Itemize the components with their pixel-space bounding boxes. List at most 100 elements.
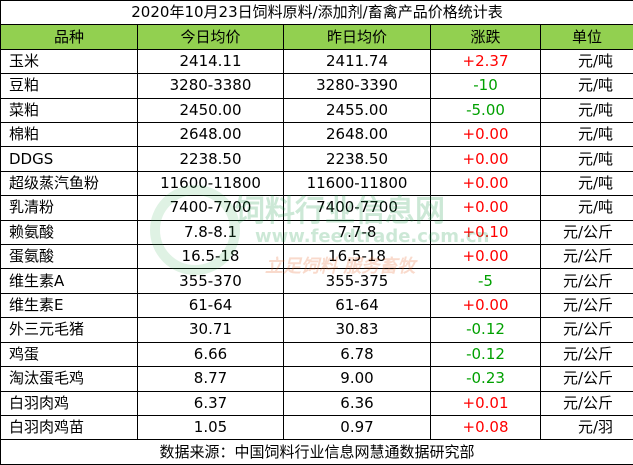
unit-cell: 元/公斤 [539, 219, 633, 246]
change-cell: -5.00 [430, 97, 541, 124]
price-cell: 3280-3390 [283, 73, 431, 99]
unit-cell: 元/吨 [539, 122, 633, 148]
price-cell: 2648.00 [283, 122, 431, 148]
change-cell: -0.23 [430, 366, 541, 392]
price-cell: 30.71 [137, 317, 284, 343]
item-cell: 维生素E [0, 292, 138, 319]
unit-cell: 元/公斤 [539, 292, 633, 319]
unit-cell: 元/吨 [539, 146, 633, 172]
price-cell: 11600-11800 [283, 170, 431, 197]
price-cell: 30.83 [283, 317, 431, 343]
data-row: 乳清粉 7400-7700 7400-7700 +0.00 元/吨 [0, 195, 633, 221]
change-cell: +0.00 [430, 195, 541, 221]
data-row: 鸡蛋 6.66 6.78 -0.12 元/公斤 [0, 341, 633, 368]
header-cell: 涨跌 [430, 24, 541, 50]
price-cell: 6.66 [137, 341, 284, 368]
item-cell: 蛋氨酸 [0, 244, 138, 270]
price-cell: 3280-3380 [137, 73, 284, 99]
data-row: 菜粕 2450.00 2455.00 -5.00 元/吨 [0, 97, 633, 124]
data-row: 棉粕 2648.00 2648.00 +0.00 元/吨 [0, 122, 633, 148]
change-cell: +0.00 [430, 122, 541, 148]
unit-cell: 元/公斤 [539, 244, 633, 270]
price-cell: 61-64 [137, 292, 284, 319]
price-cell: 9.00 [283, 366, 431, 392]
data-row: 赖氨酸 7.8-8.1 7.7-8 +0.10 元/公斤 [0, 219, 633, 246]
unit-cell: 元/羽 [539, 414, 633, 441]
item-cell: 外三元毛猪 [0, 317, 138, 343]
price-cell: 2648.00 [137, 122, 284, 148]
item-cell: DDGS [0, 146, 138, 172]
unit-cell: 元/公斤 [539, 341, 633, 368]
data-row: 超级蒸汽鱼粉 11600-11800 11600-11800 +0.00 元/吨 [0, 170, 633, 197]
data-row: 白羽肉鸡苗 1.05 0.97 +0.08 元/羽 [0, 414, 633, 441]
price-cell: 61-64 [283, 292, 431, 319]
price-cell: 6.36 [283, 390, 431, 416]
data-row: 白羽肉鸡 6.37 6.36 +0.01 元/公斤 [0, 390, 633, 416]
unit-cell: 元/吨 [539, 170, 633, 197]
price-cell: 6.78 [283, 341, 431, 368]
item-cell: 棉粕 [0, 122, 138, 148]
header-cell: 昨日均价 [283, 24, 431, 50]
price-cell: 2414.11 [137, 48, 284, 75]
item-cell: 豆粕 [0, 73, 138, 99]
table-title: 2020年10月23日饲料原料/添加剂/畜禽产品价格统计表 [0, 0, 633, 26]
price-cell: 0.97 [283, 414, 431, 441]
item-cell: 菜粕 [0, 97, 138, 124]
unit-cell: 元/吨 [539, 73, 633, 99]
price-cell: 2450.00 [137, 97, 284, 124]
unit-cell: 元/公斤 [539, 366, 633, 392]
price-cell: 6.37 [137, 390, 284, 416]
header-cell: 品种 [0, 24, 138, 50]
price-cell: 2238.50 [283, 146, 431, 172]
source-note: 数据来源：中国饲料行业信息网慧通数据研究部 [0, 439, 633, 465]
item-cell: 白羽肉鸡 [0, 390, 138, 416]
item-cell: 白羽肉鸡苗 [0, 414, 138, 441]
change-cell: +0.00 [430, 244, 541, 270]
header-cell: 单位 [539, 24, 633, 50]
change-cell: -0.12 [430, 341, 541, 368]
item-cell: 淘汰蛋毛鸡 [0, 366, 138, 392]
item-cell: 乳清粉 [0, 195, 138, 221]
data-row: 豆粕 3280-3380 3280-3390 -10 元/吨 [0, 73, 633, 99]
data-row: 蛋氨酸 16.5-18 16.5-18 +0.00 元/公斤 [0, 244, 633, 270]
data-row: 淘汰蛋毛鸡 8.77 9.00 -0.23 元/公斤 [0, 366, 633, 392]
header-cell: 今日均价 [137, 24, 284, 50]
price-cell: 7.7-8 [283, 219, 431, 246]
change-cell: -10 [430, 73, 541, 99]
footer-row: 数据来源：中国饲料行业信息网慧通数据研究部 [0, 439, 633, 465]
change-cell: +0.00 [430, 146, 541, 172]
price-cell: 2238.50 [137, 146, 284, 172]
change-cell: +0.01 [430, 390, 541, 416]
change-cell: +0.10 [430, 219, 541, 246]
data-row: 玉米 2414.11 2411.74 +2.37 元/吨 [0, 48, 633, 75]
change-cell: +0.00 [430, 292, 541, 319]
change-cell: +0.00 [430, 170, 541, 197]
header-row: 品种 今日均价 昨日均价 涨跌 单位 [0, 24, 633, 50]
unit-cell: 元/吨 [539, 195, 633, 221]
unit-cell: 元/吨 [539, 48, 633, 75]
unit-cell: 元/公斤 [539, 390, 633, 416]
price-cell: 7400-7700 [283, 195, 431, 221]
item-cell: 超级蒸汽鱼粉 [0, 170, 138, 197]
change-cell: +2.37 [430, 48, 541, 75]
data-row: 维生素E 61-64 61-64 +0.00 元/公斤 [0, 292, 633, 319]
data-row: 维生素A 355-370 355-375 -5 元/公斤 [0, 268, 633, 294]
title-row: 2020年10月23日饲料原料/添加剂/畜禽产品价格统计表 [0, 0, 633, 26]
price-cell: 2411.74 [283, 48, 431, 75]
item-cell: 维生素A [0, 268, 138, 294]
item-cell: 鸡蛋 [0, 341, 138, 368]
unit-cell: 元/吨 [539, 97, 633, 124]
price-cell: 355-375 [283, 268, 431, 294]
data-row: DDGS 2238.50 2238.50 +0.00 元/吨 [0, 146, 633, 172]
price-cell: 1.05 [137, 414, 284, 441]
price-cell: 355-370 [137, 268, 284, 294]
data-row: 外三元毛猪 30.71 30.83 -0.12 元/公斤 [0, 317, 633, 343]
item-cell: 玉米 [0, 48, 138, 75]
unit-cell: 元/公斤 [539, 268, 633, 294]
price-cell: 8.77 [137, 366, 284, 392]
watermark-logo [150, 185, 240, 275]
change-cell: -5 [430, 268, 541, 294]
unit-cell: 元/公斤 [539, 317, 633, 343]
